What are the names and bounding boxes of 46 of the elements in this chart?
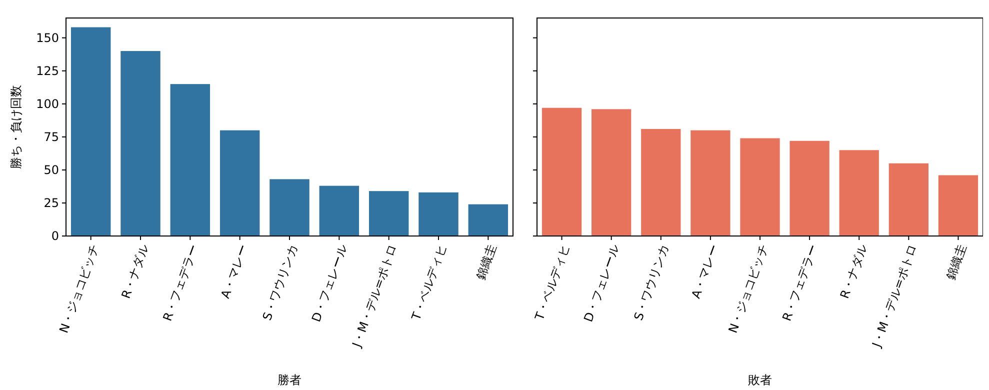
bar	[270, 179, 310, 236]
bar	[220, 130, 260, 236]
bar	[592, 109, 632, 236]
x-tick-label: S・ワウリンカ	[260, 242, 300, 322]
x-tick-label: J・M・デル=ポトロ	[869, 242, 920, 350]
y-tick-label: 150	[36, 31, 59, 46]
x-tick-label: R・フェデラー	[780, 242, 820, 323]
x-tick-label: S・ワウリンカ	[631, 242, 672, 322]
bar	[740, 138, 780, 236]
bar	[839, 150, 879, 236]
x-axis-title: 勝者	[278, 373, 302, 387]
x-tick-label: J・M・デル=ポトロ	[349, 242, 400, 350]
x-tick-label: A・マレー	[218, 242, 251, 300]
bar	[790, 140, 830, 236]
y-tick-label: 50	[44, 163, 59, 178]
bar	[690, 130, 730, 236]
x-tick-label: 錦織圭	[473, 242, 499, 282]
y-tick-label: 75	[44, 130, 59, 144]
x-tick-label: D・フェレール	[308, 242, 350, 324]
y-tick-label: 25	[44, 196, 59, 210]
x-tick-label: A・マレー	[688, 242, 722, 300]
x-tick-label: D・フェレール	[581, 242, 622, 324]
bar	[641, 128, 681, 236]
bar	[319, 186, 360, 236]
y-tick-label: 0	[51, 229, 59, 244]
x-tick-label: R・ナダル	[837, 242, 870, 300]
x-tick-label: 錦織圭	[944, 242, 969, 282]
x-tick-label: N・ジョコビッチ	[726, 242, 771, 335]
y-tick-label: 100	[36, 97, 59, 112]
bar	[418, 192, 458, 236]
bar	[888, 163, 928, 236]
x-tick-label: R・フェデラー	[160, 242, 201, 323]
bar	[120, 51, 160, 236]
bar	[70, 27, 111, 236]
x-tick-label: N・ジョコビッチ	[56, 242, 102, 335]
bar	[542, 108, 582, 236]
x-tick-label: T・ベルディヒ	[408, 242, 450, 323]
x-axis-title: 敗者	[748, 373, 772, 387]
bar	[938, 175, 978, 236]
x-tick-label: R・ナダル	[118, 242, 152, 300]
bar	[468, 204, 508, 236]
bar	[368, 191, 409, 236]
bar	[170, 84, 210, 236]
y-tick-label: 125	[36, 64, 59, 78]
y-axis-title: 勝ち・負け回数	[9, 85, 23, 169]
x-tick-label: T・ベルディヒ	[532, 242, 573, 323]
